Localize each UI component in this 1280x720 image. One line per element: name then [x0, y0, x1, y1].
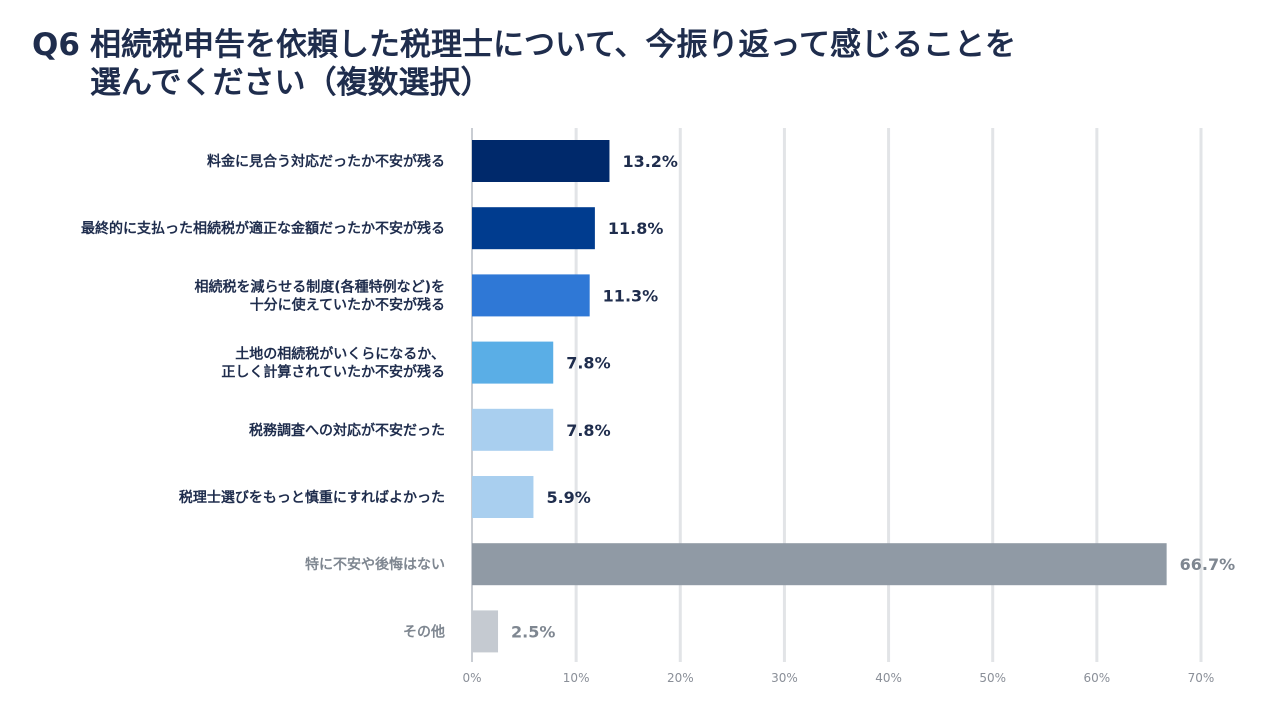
title-line-1: 相続税申告を依頼した税理士について、今振り返って感じることを — [90, 27, 1016, 63]
bar — [472, 408, 554, 451]
bar — [472, 341, 554, 384]
value-label: 66.7% — [1180, 555, 1236, 574]
category-label: 最終的に支払った相続税が適正な金額だったか不安が残る — [81, 220, 445, 237]
value-label: 5.9% — [546, 488, 590, 507]
bar — [472, 543, 1167, 586]
bar — [472, 140, 610, 182]
x-tick-label: 20% — [667, 671, 694, 685]
category-label: 十分に使えていたか不安が残る — [250, 296, 445, 313]
value-label: 11.8% — [608, 219, 664, 238]
category-label: 特に不安や後悔はない — [305, 556, 445, 573]
x-tick-label: 70% — [1188, 671, 1215, 685]
value-label: 11.3% — [603, 286, 659, 305]
question-number: Q6 — [32, 27, 80, 63]
x-tick-label: 60% — [1084, 671, 1111, 685]
category-label: 税理士選びをもっと慎重にすればよかった — [179, 489, 445, 506]
title-line-2: 選んでください（複数選択） — [90, 65, 492, 101]
bar — [472, 274, 590, 317]
value-label: 13.2% — [622, 152, 678, 171]
category-label: 相続税を減らせる制度(各種特例など)を — [194, 278, 445, 295]
x-tick-label: 0% — [462, 671, 481, 685]
value-label: 2.5% — [511, 622, 555, 641]
category-label: その他 — [403, 623, 445, 640]
category-label: 正しく計算されていたか不安が残る — [221, 364, 445, 381]
chart-title: Q6 相続税申告を依頼した税理士について、今振り返って感じることを 選んでください… — [32, 26, 1232, 102]
category-label: 土地の相続税がいくらになるか、 — [235, 346, 445, 363]
bar — [472, 476, 534, 518]
bars — [472, 140, 1167, 653]
bar — [472, 207, 595, 250]
category-label: 料金に見合う対応だったか不安が残る — [207, 153, 445, 170]
value-label: 7.8% — [566, 421, 610, 440]
x-tick-label: 10% — [563, 671, 590, 685]
bar — [472, 610, 499, 653]
x-axis: 0% 10% 20% 30% 40% 50% 60% 70% — [462, 671, 1214, 685]
category-labels: 料金に見合う対応だったか不安が残る最終的に支払った相続税が適正な金額だったか不安… — [81, 153, 445, 640]
x-tick-label: 30% — [771, 671, 798, 685]
category-label: 税務調査への対応が不安だった — [249, 422, 445, 439]
x-tick-label: 40% — [875, 671, 902, 685]
value-label: 7.8% — [566, 354, 610, 373]
x-tick-label: 50% — [979, 671, 1006, 685]
value-labels: 13.2% 11.8% 11.3% 7.8% 7.8% 5.9% 66.7% 2.5% — [511, 152, 1235, 641]
